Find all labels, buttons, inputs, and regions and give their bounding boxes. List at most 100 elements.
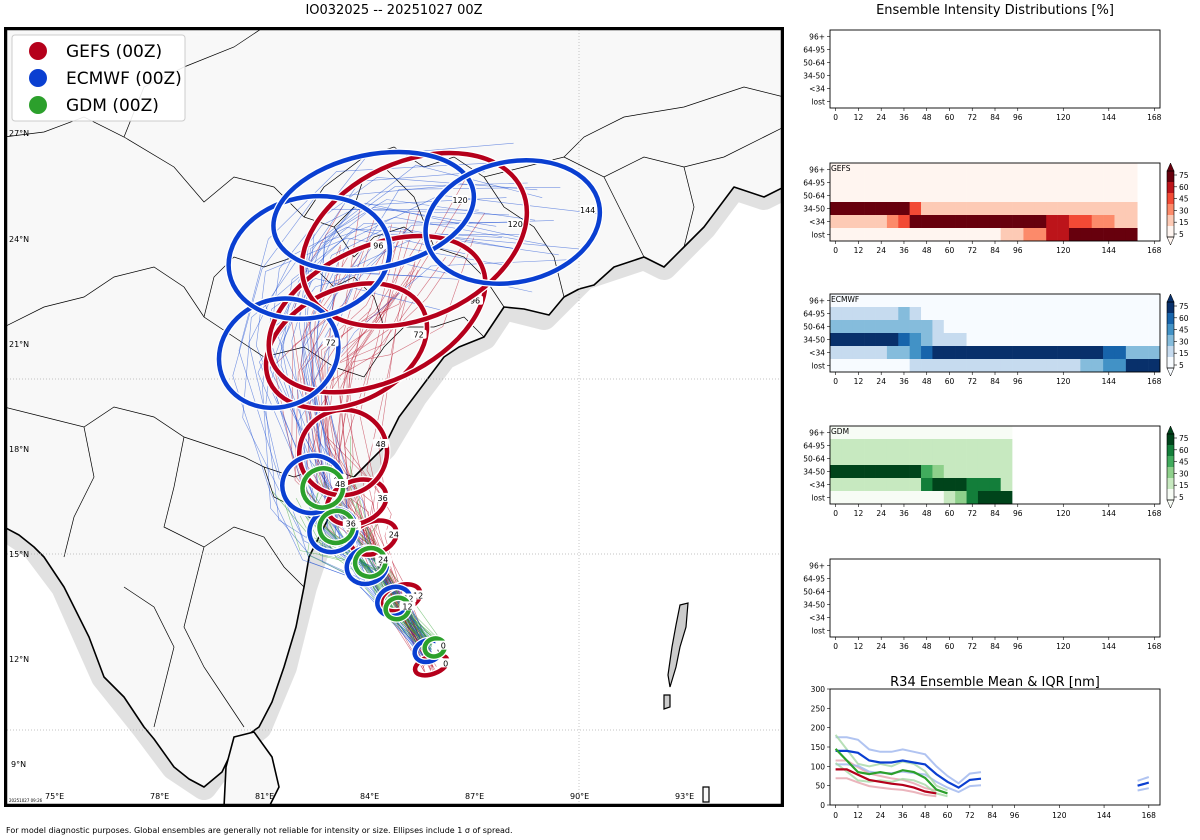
y-tick-label: lost	[811, 494, 825, 503]
heat-cell	[989, 478, 1001, 491]
heat-cell	[1000, 439, 1013, 452]
heat-cell	[875, 189, 888, 202]
r34-iqr-line	[1137, 787, 1150, 792]
heat-cell	[943, 294, 956, 307]
map-frame	[4, 27, 784, 807]
heat-cell	[932, 478, 945, 491]
heat-cell	[909, 176, 922, 189]
r34-y-tick-label: 300	[811, 685, 826, 694]
heat-cell	[1057, 294, 1070, 307]
heat-cell	[1068, 228, 1081, 241]
x-tick-label: 24	[876, 509, 886, 518]
heat-cell	[841, 491, 854, 504]
heat-cell	[852, 294, 865, 307]
heat-cell	[1091, 359, 1104, 372]
heat-cell	[921, 215, 933, 228]
heat-cell	[943, 333, 956, 346]
panel-name: GEFS	[831, 164, 851, 173]
r34-mean-line	[834, 748, 948, 795]
colorbar-extend-bottom	[1166, 236, 1175, 246]
lead-time-label: 0	[443, 659, 448, 668]
colorbar-extend-top	[1166, 162, 1175, 172]
x-tick-label: 0	[833, 509, 838, 518]
colorbar-tick-label: 5	[1179, 493, 1184, 502]
heat-cell	[989, 346, 1001, 359]
colorbar-frame	[1166, 301, 1175, 369]
heat-cell	[1000, 478, 1013, 491]
heat-cell	[932, 202, 945, 215]
heat-cell	[1023, 346, 1036, 359]
heat-cell	[1000, 346, 1013, 359]
x-tick-label: 12	[854, 509, 864, 518]
lead-time-label: 0	[441, 642, 446, 651]
lon-label: 75°E	[45, 792, 64, 801]
heat-cell	[1057, 359, 1070, 372]
track-map: 0122436487296120012243648729612014401224…	[4, 27, 784, 807]
x-tick-label: 60	[945, 642, 955, 651]
heat-cell	[1046, 333, 1058, 346]
heat-cell	[1057, 163, 1070, 176]
heat-cell	[966, 189, 979, 202]
heat-cell	[909, 465, 922, 478]
heat-cell	[852, 439, 865, 452]
heat-cell	[1080, 359, 1093, 372]
lead-time-label: 24	[389, 530, 399, 539]
heat-cell	[1114, 307, 1127, 320]
heat-cell	[943, 189, 956, 202]
heat-cell	[977, 294, 990, 307]
heat-cell	[875, 439, 888, 452]
heat-cell	[898, 189, 910, 202]
lead-time-label: 120	[508, 220, 523, 229]
member-track	[338, 293, 424, 668]
colorbar-tick-label: 30	[1179, 469, 1189, 478]
heat-cell	[1023, 228, 1036, 241]
r34-x-tick-label: 12	[853, 811, 863, 820]
heat-cell	[966, 333, 979, 346]
heat-cell	[864, 176, 876, 189]
r34-x-tick-label: 72	[965, 811, 975, 820]
colorbar-tick-label: 75	[1179, 171, 1189, 180]
x-tick-label: 12	[854, 246, 864, 255]
heat-cell	[966, 294, 979, 307]
y-tick-label: 34-50	[803, 468, 825, 477]
heat-cell	[909, 163, 922, 176]
r34-mean-line	[835, 768, 937, 795]
x-tick-label: 72	[967, 377, 977, 386]
colorbar-segment	[1167, 171, 1174, 182]
heat-cell	[989, 359, 1001, 372]
gefs-ellipse	[299, 150, 530, 329]
lead-label-bg	[452, 195, 469, 205]
r34-mean-line	[835, 749, 982, 789]
colorbar-extend-bottom	[1166, 367, 1175, 377]
heat-cell	[966, 452, 979, 465]
heat-cell	[898, 452, 910, 465]
x-tick-label: 60	[945, 509, 955, 518]
heat-cell	[977, 176, 990, 189]
heat-cell	[1148, 333, 1161, 346]
heat-cell	[886, 465, 899, 478]
lead-label-bg	[375, 554, 392, 564]
heat-cell	[1103, 294, 1115, 307]
heat-cell	[943, 228, 956, 241]
lead-time-label: 24	[378, 556, 388, 565]
heat-cell	[955, 465, 967, 478]
heat-cell	[1034, 228, 1047, 241]
heat-cell	[1012, 163, 1024, 176]
lon-label: 78°E	[150, 792, 169, 801]
heat-cell	[1137, 294, 1149, 307]
colorbar-segment	[1167, 445, 1174, 456]
heat-cell	[898, 359, 910, 372]
x-tick-label: 168	[1147, 377, 1162, 386]
heat-cell	[886, 491, 899, 504]
heat-cell	[1068, 346, 1081, 359]
lead-label-bg	[579, 204, 596, 214]
heat-cell	[921, 452, 933, 465]
heat-cell	[864, 478, 876, 491]
heat-cell	[955, 478, 967, 491]
lead-label-bg	[385, 529, 402, 539]
heat-cell	[1046, 189, 1058, 202]
heat-cell	[841, 465, 854, 478]
x-tick-label: 48	[922, 246, 932, 255]
heat-cell	[1012, 294, 1024, 307]
heat-cell	[989, 465, 1001, 478]
